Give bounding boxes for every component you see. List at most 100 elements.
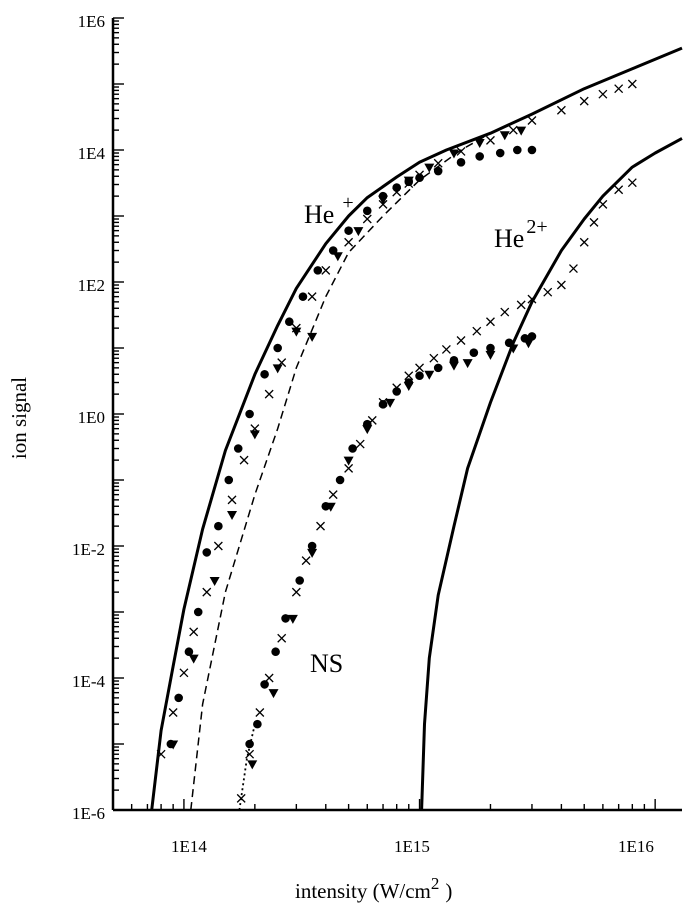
annotation-he-plus: He + — [304, 192, 354, 229]
data-point-cross — [355, 439, 365, 449]
data-point-circle — [433, 166, 443, 176]
data-point-cross — [227, 495, 237, 505]
data-point-cross — [291, 587, 301, 597]
axis-ticks — [112, 17, 656, 811]
data-point-circle — [433, 363, 443, 373]
data-point-cross — [627, 178, 637, 188]
data-point-circle — [392, 387, 402, 396]
data-point-cross — [316, 521, 325, 531]
data-point-cross — [627, 79, 637, 89]
data-point-cross — [500, 307, 510, 317]
data-point-cross — [456, 336, 466, 345]
data-point-cross — [415, 363, 424, 373]
y-tick-label-1e-2: 1E-2 — [72, 540, 105, 559]
data-point-triangle — [287, 614, 298, 624]
data-point-cross — [156, 749, 166, 759]
data-point-cross — [543, 287, 553, 297]
data-point-triangle — [343, 456, 354, 466]
data-point-cross — [486, 135, 495, 145]
data-point-circle — [273, 343, 282, 353]
data-point-cross — [344, 463, 354, 473]
data-point-cross — [516, 300, 526, 310]
data-point-triangle — [462, 359, 473, 369]
x-tick-label-1e14: 1E14 — [171, 837, 207, 856]
data-point-circle — [313, 266, 323, 275]
data-point-cross — [568, 264, 578, 273]
data-point-cross — [508, 125, 518, 135]
data-point-circle — [233, 444, 243, 453]
data-point-triangle — [403, 176, 414, 186]
y-tick-label-1e2: 1E2 — [78, 276, 105, 295]
data-point-cross — [213, 541, 223, 551]
data-point-cross — [614, 84, 624, 94]
data-point-circle — [469, 348, 479, 357]
data-point-cross — [307, 292, 317, 302]
y-tick-label-1e-4: 1E-4 — [72, 672, 106, 691]
data-point-circle — [253, 719, 262, 729]
data-point-circle — [260, 680, 269, 689]
x-axis-title: intensity (W/cm2) — [295, 874, 452, 903]
data-point-triangle — [325, 502, 336, 512]
data-point-circle — [260, 369, 269, 379]
data-point-triangle — [209, 577, 220, 587]
data-point-cross — [429, 353, 439, 363]
data-point-circle — [174, 693, 183, 703]
data-point-cross — [441, 345, 451, 354]
data-point-cross — [255, 708, 265, 717]
data-point-circle — [245, 739, 254, 749]
data-point-circle — [513, 145, 522, 155]
data-point-circle — [335, 475, 345, 485]
data-point-cross — [456, 147, 466, 156]
data-point-circle — [415, 173, 424, 183]
data-point-triangle — [291, 327, 302, 337]
plot-frame — [111, 18, 682, 812]
data-point-circle — [415, 371, 424, 381]
data-point-triangle — [485, 350, 496, 360]
data-point-circle — [284, 317, 294, 327]
data-point-cross — [189, 627, 199, 637]
data-point-circle — [193, 607, 203, 617]
data-point-circle — [456, 158, 466, 167]
data-point-triangle — [448, 149, 459, 159]
data-point-cross — [344, 237, 354, 247]
data-point-circle — [184, 647, 194, 657]
data-point-triangle — [424, 370, 435, 380]
data-point-circle — [527, 145, 537, 155]
data-point-triangle — [516, 126, 527, 136]
data-point-triangle — [362, 425, 373, 435]
y-axis-title: ion signal — [7, 377, 31, 459]
data-point-cross — [321, 265, 331, 275]
data-point-triangle — [523, 339, 534, 349]
data-point-circle — [202, 548, 212, 557]
data-point-triangle — [247, 760, 258, 770]
data-point-circle — [527, 332, 537, 341]
data-point-cross — [614, 185, 624, 195]
x-tick-label-1e16: 1E16 — [618, 837, 654, 856]
data-point-circle — [281, 614, 290, 623]
data-point-cross — [598, 199, 608, 209]
data-point-triangle — [188, 654, 199, 664]
y-tick-label-1e0: 1E0 — [78, 408, 105, 427]
data-point-cross — [328, 490, 338, 500]
data-point-triangle — [424, 163, 435, 173]
data-point-cross — [239, 455, 249, 465]
x-tick-label-1e15: 1E15 — [394, 837, 430, 856]
data-point-triangle — [403, 382, 414, 392]
data-point-cross — [589, 217, 599, 227]
data-point-cross — [264, 389, 274, 399]
fit-curves — [150, 46, 683, 811]
data-point-circle — [295, 576, 304, 585]
data-point-circle — [271, 647, 280, 657]
data-point-triangle — [332, 252, 343, 262]
data-point-cross — [579, 96, 589, 106]
data-point-triangle — [474, 138, 485, 148]
y-tick-label-1e4: 1E4 — [78, 144, 106, 163]
data-point-cross — [556, 280, 566, 290]
data-point-triangle — [448, 361, 459, 371]
data-point-cross — [527, 294, 537, 304]
data-point-cross — [404, 371, 414, 381]
data-point-triangle — [499, 131, 510, 141]
curve-dashed-2 — [190, 132, 491, 811]
curve-solid-1 — [420, 137, 683, 811]
